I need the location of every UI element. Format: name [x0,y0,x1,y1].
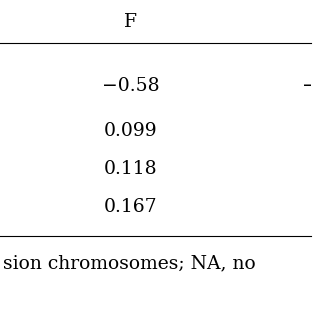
Text: 0.167: 0.167 [104,198,158,216]
Text: −0.58: −0.58 [102,77,160,95]
Text: 0.099: 0.099 [104,122,158,140]
Text: 0.118: 0.118 [104,160,158,178]
Text: F: F [124,13,137,31]
Text: −: − [302,77,317,95]
Text: sion chromosomes; NA, no: sion chromosomes; NA, no [3,254,256,272]
